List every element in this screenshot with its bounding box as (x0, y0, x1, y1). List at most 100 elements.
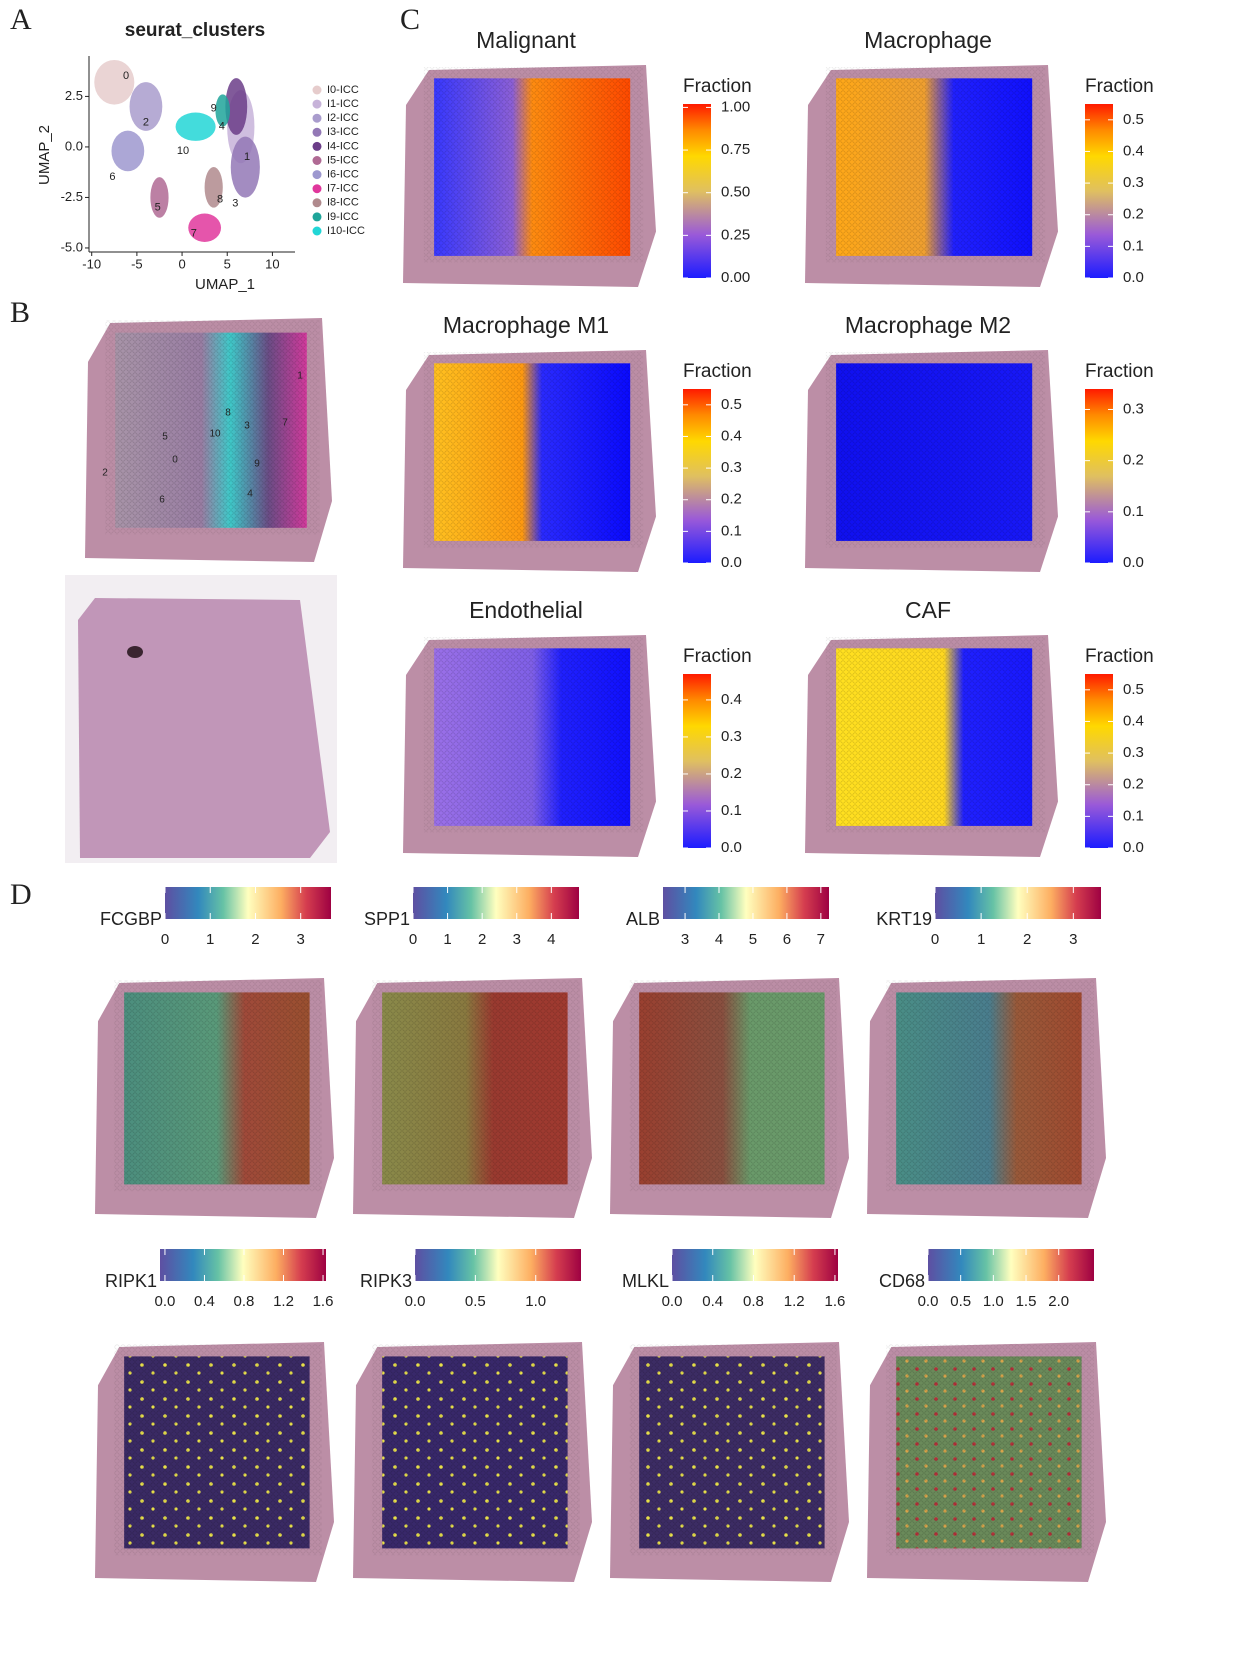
colorbar-label: 0.2 (721, 491, 742, 508)
cluster-label: 4 (247, 489, 253, 500)
y-axis-label: UMAP_2 (36, 125, 53, 185)
panel-label: A (10, 3, 32, 36)
gene-name: KRT19 (876, 909, 932, 929)
panel-title: Endothelial (469, 597, 583, 623)
legend-swatch (313, 128, 322, 137)
spot-texture (434, 648, 630, 826)
y-tick-label: 0.0 (65, 138, 83, 153)
tissue-image (95, 978, 334, 1218)
colorbar-label: 0.2 (1123, 452, 1144, 469)
colorbar-label: 0.2 (1123, 776, 1144, 793)
spot-texture (124, 1356, 309, 1548)
colorbar-label: 0.50 (721, 184, 750, 201)
colorbar-label: 1.2 (273, 1293, 294, 1310)
spot-texture (836, 78, 1032, 256)
umap-cluster-label: 8 (217, 193, 223, 205)
spot-texture (836, 363, 1032, 541)
legend-title: Fraction (683, 361, 752, 382)
tissue-image (867, 978, 1106, 1218)
legend-label: I5-ICC (327, 154, 359, 166)
cluster-label: 9 (254, 459, 260, 470)
legend-swatch (313, 227, 322, 236)
x-tick-label: 5 (224, 256, 231, 271)
colorbar-label: 0.4 (1123, 142, 1144, 159)
cluster-label: 6 (159, 495, 165, 506)
colorbar-label: 0.1 (721, 802, 742, 819)
gene-name: MLKL (622, 1271, 669, 1291)
tissue-image (805, 65, 1058, 287)
tissue-image (95, 1342, 334, 1582)
spot-texture (896, 1356, 1081, 1548)
legend-swatch (313, 86, 322, 95)
cluster-label: 8 (225, 408, 231, 419)
panel-title: CAF (905, 597, 951, 623)
legend-label: I6-ICC (327, 169, 359, 181)
colorbar-label: 2 (478, 931, 486, 948)
colorbar-label: 0.8 (743, 1293, 764, 1310)
legend-swatch (313, 212, 322, 221)
colorbar-label: 1.00 (721, 98, 750, 115)
colorbar (928, 1249, 1094, 1281)
cluster-label: 2 (102, 468, 108, 479)
colorbar-label: 0.2 (721, 765, 742, 782)
colorbar-label: 1 (206, 931, 214, 948)
colorbar-label: 0.4 (702, 1293, 723, 1310)
cluster-label: 5 (162, 432, 168, 443)
colorbar-label: 0.0 (155, 1293, 176, 1310)
spot-texture (896, 992, 1081, 1184)
spot-texture (382, 1356, 567, 1548)
legend-label: I8-ICC (327, 197, 359, 209)
colorbar-label: 0.4 (194, 1293, 215, 1310)
colorbar-label: 1.0 (983, 1293, 1004, 1310)
legend-swatch (313, 156, 322, 165)
panel-title: Macrophage M2 (845, 312, 1011, 338)
legend-title: Fraction (683, 646, 752, 667)
umap-cluster-label: 2 (143, 117, 149, 129)
umap-cluster (94, 60, 134, 105)
x-tick-label: -10 (82, 256, 101, 271)
colorbar (935, 887, 1101, 919)
colorbar-label: 2 (251, 931, 259, 948)
colorbar (160, 1249, 326, 1281)
colorbar (663, 887, 829, 919)
gene-name: RIPK1 (105, 1271, 157, 1291)
legend-label: I7-ICC (327, 183, 359, 195)
panel-label: B (10, 296, 30, 329)
colorbar-label: 0.5 (1123, 681, 1144, 698)
colorbar-label: 1.6 (825, 1293, 846, 1310)
colorbar-label: 0.5 (465, 1293, 486, 1310)
umap-cluster (176, 113, 216, 141)
tissue-image (610, 978, 849, 1218)
y-tick-label: 2.5 (65, 88, 83, 103)
tissue-image (805, 635, 1058, 857)
cluster-label: 10 (209, 429, 221, 440)
colorbar-label: 0.25 (721, 226, 750, 243)
colorbar-label: 0.0 (1123, 269, 1144, 286)
legend-swatch (313, 170, 322, 179)
colorbar-label: 1.6 (313, 1293, 334, 1310)
legend-title: Fraction (1085, 76, 1154, 97)
umap-title: seurat_clusters (125, 20, 265, 41)
colorbar (413, 887, 579, 919)
legend-title: Fraction (1085, 646, 1154, 667)
y-tick-label: -2.5 (61, 189, 83, 204)
panel-title: Malignant (476, 27, 576, 53)
legend-label: I1-ICC (327, 98, 359, 110)
colorbar (1085, 104, 1113, 278)
he-image (65, 575, 337, 863)
tissue-image (610, 1342, 849, 1582)
legend-label: I9-ICC (327, 211, 359, 223)
gene-name: FCGBP (100, 909, 162, 929)
legend-label: I10-ICC (327, 225, 365, 237)
panel-label: D (10, 878, 32, 911)
colorbar (672, 1249, 838, 1281)
colorbar-label: 6 (783, 931, 791, 948)
legend-swatch (313, 100, 322, 109)
spot-texture (639, 1356, 824, 1548)
he-tissue (78, 598, 330, 858)
panel-title: Macrophage M1 (443, 312, 609, 338)
umap-cluster-label: 7 (191, 228, 197, 240)
cluster-label: 7 (282, 418, 288, 429)
colorbar-label: 0.1 (721, 522, 742, 539)
colorbar-label: 3 (297, 931, 305, 948)
